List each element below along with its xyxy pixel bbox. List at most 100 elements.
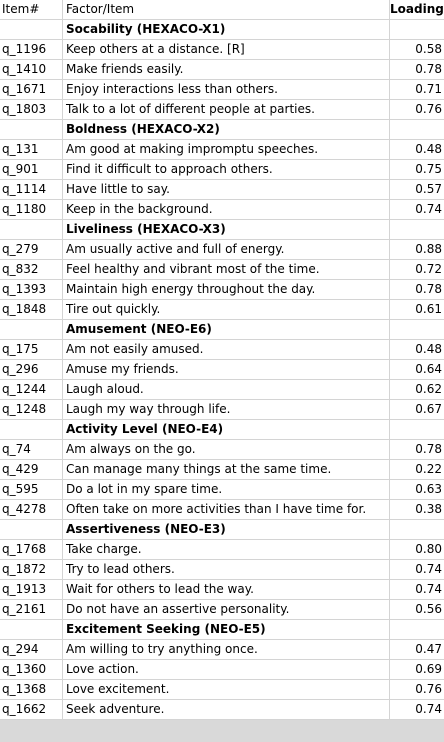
header-factor[interactable]: Factor/Item [63, 0, 390, 19]
item-text-cell[interactable]: Talk to a lot of different people at par… [63, 100, 390, 119]
item-id-cell[interactable]: q_1393 [0, 280, 63, 299]
loading-cell[interactable]: 0.76 [415, 682, 442, 696]
item-id-cell[interactable]: q_1671 [0, 80, 63, 99]
loading-cell[interactable]: 0.74 [415, 202, 442, 216]
section-loading-cell[interactable] [390, 220, 444, 239]
item-text-cell[interactable]: Can manage many things at the same time. [63, 460, 390, 479]
section-loading-cell[interactable] [390, 520, 444, 539]
item-id-cell[interactable]: q_901 [0, 160, 63, 179]
header-item[interactable]: Item# [0, 0, 63, 19]
item-text-cell[interactable]: Do a lot in my spare time. [63, 480, 390, 499]
loading-cell[interactable]: 0.69 [415, 662, 442, 676]
section-title[interactable]: Socability (HEXACO-X1) [63, 20, 390, 39]
item-id-cell[interactable]: q_1360 [0, 660, 63, 679]
section-item-cell[interactable] [0, 220, 63, 239]
item-id-cell[interactable]: q_4278 [0, 500, 63, 519]
item-id-cell[interactable]: q_595 [0, 480, 63, 499]
item-id-cell[interactable]: q_294 [0, 640, 63, 659]
section-title[interactable]: Boldness (HEXACO-X2) [63, 120, 390, 139]
item-id-cell[interactable]: q_1662 [0, 700, 63, 719]
loading-cell[interactable]: 0.22 [415, 462, 442, 476]
item-text-cell[interactable]: Am usually active and full of energy. [63, 240, 390, 259]
item-id-cell[interactable]: q_296 [0, 360, 63, 379]
item-text-cell[interactable]: Take charge. [63, 540, 390, 559]
item-id-cell[interactable]: q_1872 [0, 560, 63, 579]
item-id-cell[interactable]: q_1913 [0, 580, 63, 599]
section-item-cell[interactable] [0, 420, 63, 439]
item-text-cell[interactable]: Enjoy interactions less than others. [63, 80, 390, 99]
item-id-cell[interactable]: q_1244 [0, 380, 63, 399]
loading-cell[interactable]: 0.80 [415, 542, 442, 556]
section-loading-cell[interactable] [390, 620, 444, 639]
item-text-cell[interactable]: Seek adventure. [63, 700, 390, 719]
item-text-cell[interactable]: Am willing to try anything once. [63, 640, 390, 659]
loading-cell[interactable]: 0.57 [415, 182, 442, 196]
loading-cell[interactable]: 0.38 [415, 502, 442, 516]
item-id-cell[interactable]: q_1114 [0, 180, 63, 199]
item-text-cell[interactable]: Tire out quickly. [63, 300, 390, 319]
loading-cell[interactable]: 0.64 [415, 362, 442, 376]
item-text-cell[interactable]: Am good at making impromptu speeches. [63, 140, 390, 159]
item-text-cell[interactable]: Love action. [63, 660, 390, 679]
loading-cell[interactable]: 0.62 [415, 382, 442, 396]
section-loading-cell[interactable] [390, 20, 444, 39]
section-title[interactable]: Amusement (NEO-E6) [63, 320, 390, 339]
section-item-cell[interactable] [0, 620, 63, 639]
section-title[interactable]: Activity Level (NEO-E4) [63, 420, 390, 439]
item-id-cell[interactable]: q_1368 [0, 680, 63, 699]
item-text-cell[interactable]: Try to lead others. [63, 560, 390, 579]
loading-cell[interactable]: 0.48 [415, 342, 442, 356]
item-text-cell[interactable]: Find it difficult to approach others. [63, 160, 390, 179]
item-id-cell[interactable]: q_2161 [0, 600, 63, 619]
item-id-cell[interactable]: q_1768 [0, 540, 63, 559]
item-text-cell[interactable]: Have little to say. [63, 180, 390, 199]
item-id-cell[interactable]: q_429 [0, 460, 63, 479]
item-text-cell[interactable]: Maintain high energy throughout the day. [63, 280, 390, 299]
loading-cell[interactable]: 0.74 [415, 702, 442, 716]
loading-cell[interactable]: 0.61 [415, 302, 442, 316]
loading-cell[interactable]: 0.72 [415, 262, 442, 276]
loading-cell[interactable]: 0.78 [415, 282, 442, 296]
loading-cell[interactable]: 0.78 [415, 62, 442, 76]
loading-cell[interactable]: 0.75 [415, 162, 442, 176]
loading-cell[interactable]: 0.58 [415, 42, 442, 56]
item-id-cell[interactable]: q_832 [0, 260, 63, 279]
loading-cell[interactable]: 0.47 [415, 642, 442, 656]
item-text-cell[interactable]: Keep in the background. [63, 200, 390, 219]
header-loading[interactable]: Loading [390, 2, 444, 16]
section-loading-cell[interactable] [390, 420, 444, 439]
section-title[interactable]: Excitement Seeking (NEO-E5) [63, 620, 390, 639]
item-id-cell[interactable]: q_175 [0, 340, 63, 359]
item-text-cell[interactable]: Am always on the go. [63, 440, 390, 459]
section-item-cell[interactable] [0, 120, 63, 139]
loading-cell[interactable]: 0.71 [415, 82, 442, 96]
item-text-cell[interactable]: Often take on more activities than I hav… [63, 500, 390, 519]
item-text-cell[interactable]: Do not have an assertive personality. [63, 600, 390, 619]
item-id-cell[interactable]: q_74 [0, 440, 63, 459]
item-id-cell[interactable]: q_1180 [0, 200, 63, 219]
section-item-cell[interactable] [0, 520, 63, 539]
item-text-cell[interactable]: Keep others at a distance. [R] [63, 40, 390, 59]
item-text-cell[interactable]: Laugh my way through life. [63, 400, 390, 419]
loading-cell[interactable]: 0.63 [415, 482, 442, 496]
loading-cell[interactable]: 0.88 [415, 242, 442, 256]
item-id-cell[interactable]: q_1248 [0, 400, 63, 419]
item-id-cell[interactable]: q_1196 [0, 40, 63, 59]
loading-cell[interactable]: 0.48 [415, 142, 442, 156]
item-id-cell[interactable]: q_1803 [0, 100, 63, 119]
item-text-cell[interactable]: Feel healthy and vibrant most of the tim… [63, 260, 390, 279]
item-id-cell[interactable]: q_1848 [0, 300, 63, 319]
section-loading-cell[interactable] [390, 320, 444, 339]
section-title[interactable]: Assertiveness (NEO-E3) [63, 520, 390, 539]
section-item-cell[interactable] [0, 20, 63, 39]
section-title[interactable]: Liveliness (HEXACO-X3) [63, 220, 390, 239]
item-id-cell[interactable]: q_279 [0, 240, 63, 259]
item-id-cell[interactable]: q_131 [0, 140, 63, 159]
section-item-cell[interactable] [0, 320, 63, 339]
loading-cell[interactable]: 0.76 [415, 102, 442, 116]
item-text-cell[interactable]: Am not easily amused. [63, 340, 390, 359]
item-text-cell[interactable]: Wait for others to lead the way. [63, 580, 390, 599]
item-text-cell[interactable]: Laugh aloud. [63, 380, 390, 399]
loading-cell[interactable]: 0.67 [415, 402, 442, 416]
section-loading-cell[interactable] [390, 120, 444, 139]
